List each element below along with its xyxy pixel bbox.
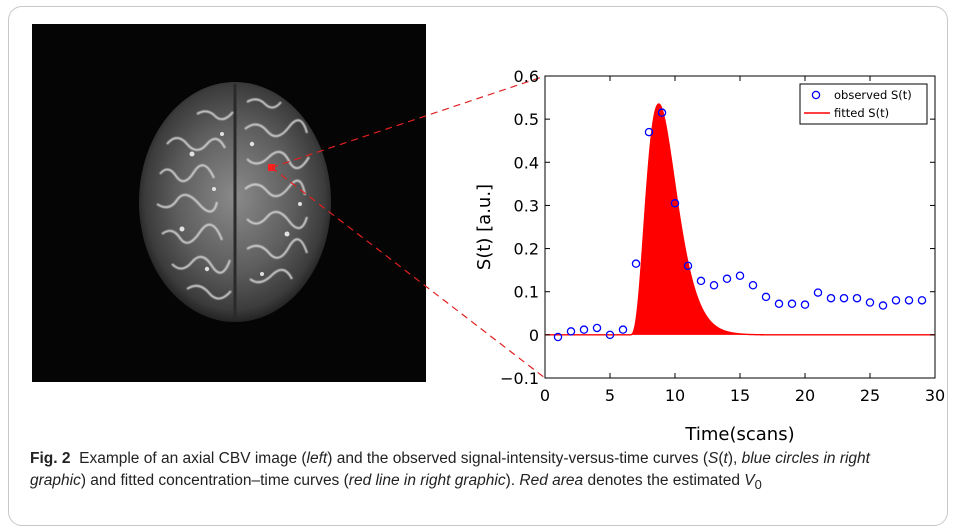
- gyri-pattern: [156, 98, 310, 300]
- fitted-line: [545, 103, 935, 336]
- observed-point: [748, 280, 758, 290]
- caption-text: Example of an axial CBV image (left) and…: [30, 450, 870, 493]
- observed-point: [761, 292, 771, 302]
- y-tick-label: 0.3: [514, 196, 539, 215]
- legend-box: [799, 83, 928, 125]
- observed-point: [878, 301, 888, 310]
- connector-line-bottom: [271, 167, 546, 379]
- fitted-curve: [545, 103, 935, 336]
- caption-fragment: V: [744, 472, 755, 489]
- caption-fragment: Example of an axial CBV image (: [79, 450, 307, 467]
- legend-observed-marker: [811, 90, 821, 100]
- observed-point: [553, 332, 563, 342]
- y-tick-label: 0.5: [514, 110, 539, 129]
- x-tick-label: 25: [860, 386, 880, 405]
- y-tick-label: 0.6: [514, 67, 539, 86]
- x-tick-label: 0: [540, 386, 550, 405]
- caption-fragment: ) and the observed signal-intensity-vers…: [327, 450, 708, 467]
- caption-fragment: (: [718, 450, 724, 467]
- zoom-connectors: [271, 75, 546, 379]
- caption-fragment: Red area: [519, 472, 584, 489]
- caption-fragment: ).: [505, 472, 520, 489]
- x-tick-label: 30: [925, 386, 945, 405]
- x-tick-label: 15: [730, 386, 750, 405]
- figure-label: Fig. 2: [30, 450, 71, 467]
- y-tick-label: 0: [529, 326, 539, 345]
- caption-fragment: 0: [754, 477, 762, 493]
- observed-point: [852, 293, 862, 303]
- observed-point: [800, 300, 810, 309]
- axes-box: [544, 75, 936, 379]
- observed-point: [631, 259, 641, 268]
- observed-point: [735, 271, 745, 280]
- observed-point: [605, 330, 615, 340]
- y-tick-label: −0.1: [500, 369, 539, 388]
- observed-point: [891, 296, 901, 305]
- caption-fragment: S: [708, 450, 719, 467]
- observed-point: [787, 299, 797, 309]
- x-axis-label: Time(scans): [684, 424, 794, 445]
- observed-point: [904, 296, 914, 305]
- y-tick-label: 0.2: [514, 240, 539, 259]
- observed-point: [657, 108, 667, 117]
- caption-fragment: red line in right graphic: [348, 472, 506, 489]
- observed-point: [644, 127, 654, 137]
- observed-point: [774, 299, 784, 309]
- caption-fragment: denotes the estimated: [583, 472, 745, 489]
- observed-point: [566, 327, 576, 336]
- observed-point: [839, 293, 849, 303]
- observed-point: [826, 293, 836, 303]
- observed-point: [813, 288, 823, 297]
- observed-point: [592, 323, 602, 333]
- estimated-v0-area: [629, 104, 935, 335]
- plot-frame: [544, 75, 936, 379]
- legend-observed-label: observed S(t): [834, 88, 912, 102]
- caption-fragment: ),: [727, 450, 742, 467]
- connector-line-top: [271, 75, 546, 169]
- y-tick-label: 0.1: [514, 283, 539, 302]
- v0-filled-area: [629, 104, 935, 335]
- caption-fragment: t: [723, 450, 728, 467]
- x-tick-label: 5: [605, 386, 615, 405]
- figure-caption: Fig. 2 Example of an axial CBV image (le…: [30, 448, 930, 496]
- observed-point: [618, 325, 628, 334]
- axis-ticks: 0 5 10 15 20 25 30−0.100.10.20.30.40.50.6: [500, 67, 945, 405]
- caption-fragment: blue circles in right graphic: [30, 450, 870, 489]
- x-tick-label: 20: [795, 386, 815, 405]
- observed-point: [683, 261, 693, 271]
- observed-point: [709, 280, 719, 290]
- observed-point: [579, 325, 589, 334]
- observed-point: [722, 274, 732, 284]
- y-tick-label: 0.4: [514, 153, 539, 172]
- caption-fragment: ) and fitted concentration–time curves (: [80, 472, 349, 489]
- observed-point: [696, 276, 706, 286]
- observed-point: [865, 298, 875, 307]
- axial-cbv-image: [32, 24, 426, 382]
- legend: observed S(t) fitted S(t): [799, 83, 928, 125]
- observed-points: [553, 108, 927, 342]
- caption-fragment: left: [306, 450, 328, 467]
- observed-point: [670, 199, 680, 208]
- x-tick-label: 10: [665, 386, 685, 405]
- observed-point: [917, 296, 927, 305]
- legend-fitted-label: fitted S(t): [834, 106, 889, 120]
- y-axis-label: S(t) [a.u.]: [474, 184, 495, 270]
